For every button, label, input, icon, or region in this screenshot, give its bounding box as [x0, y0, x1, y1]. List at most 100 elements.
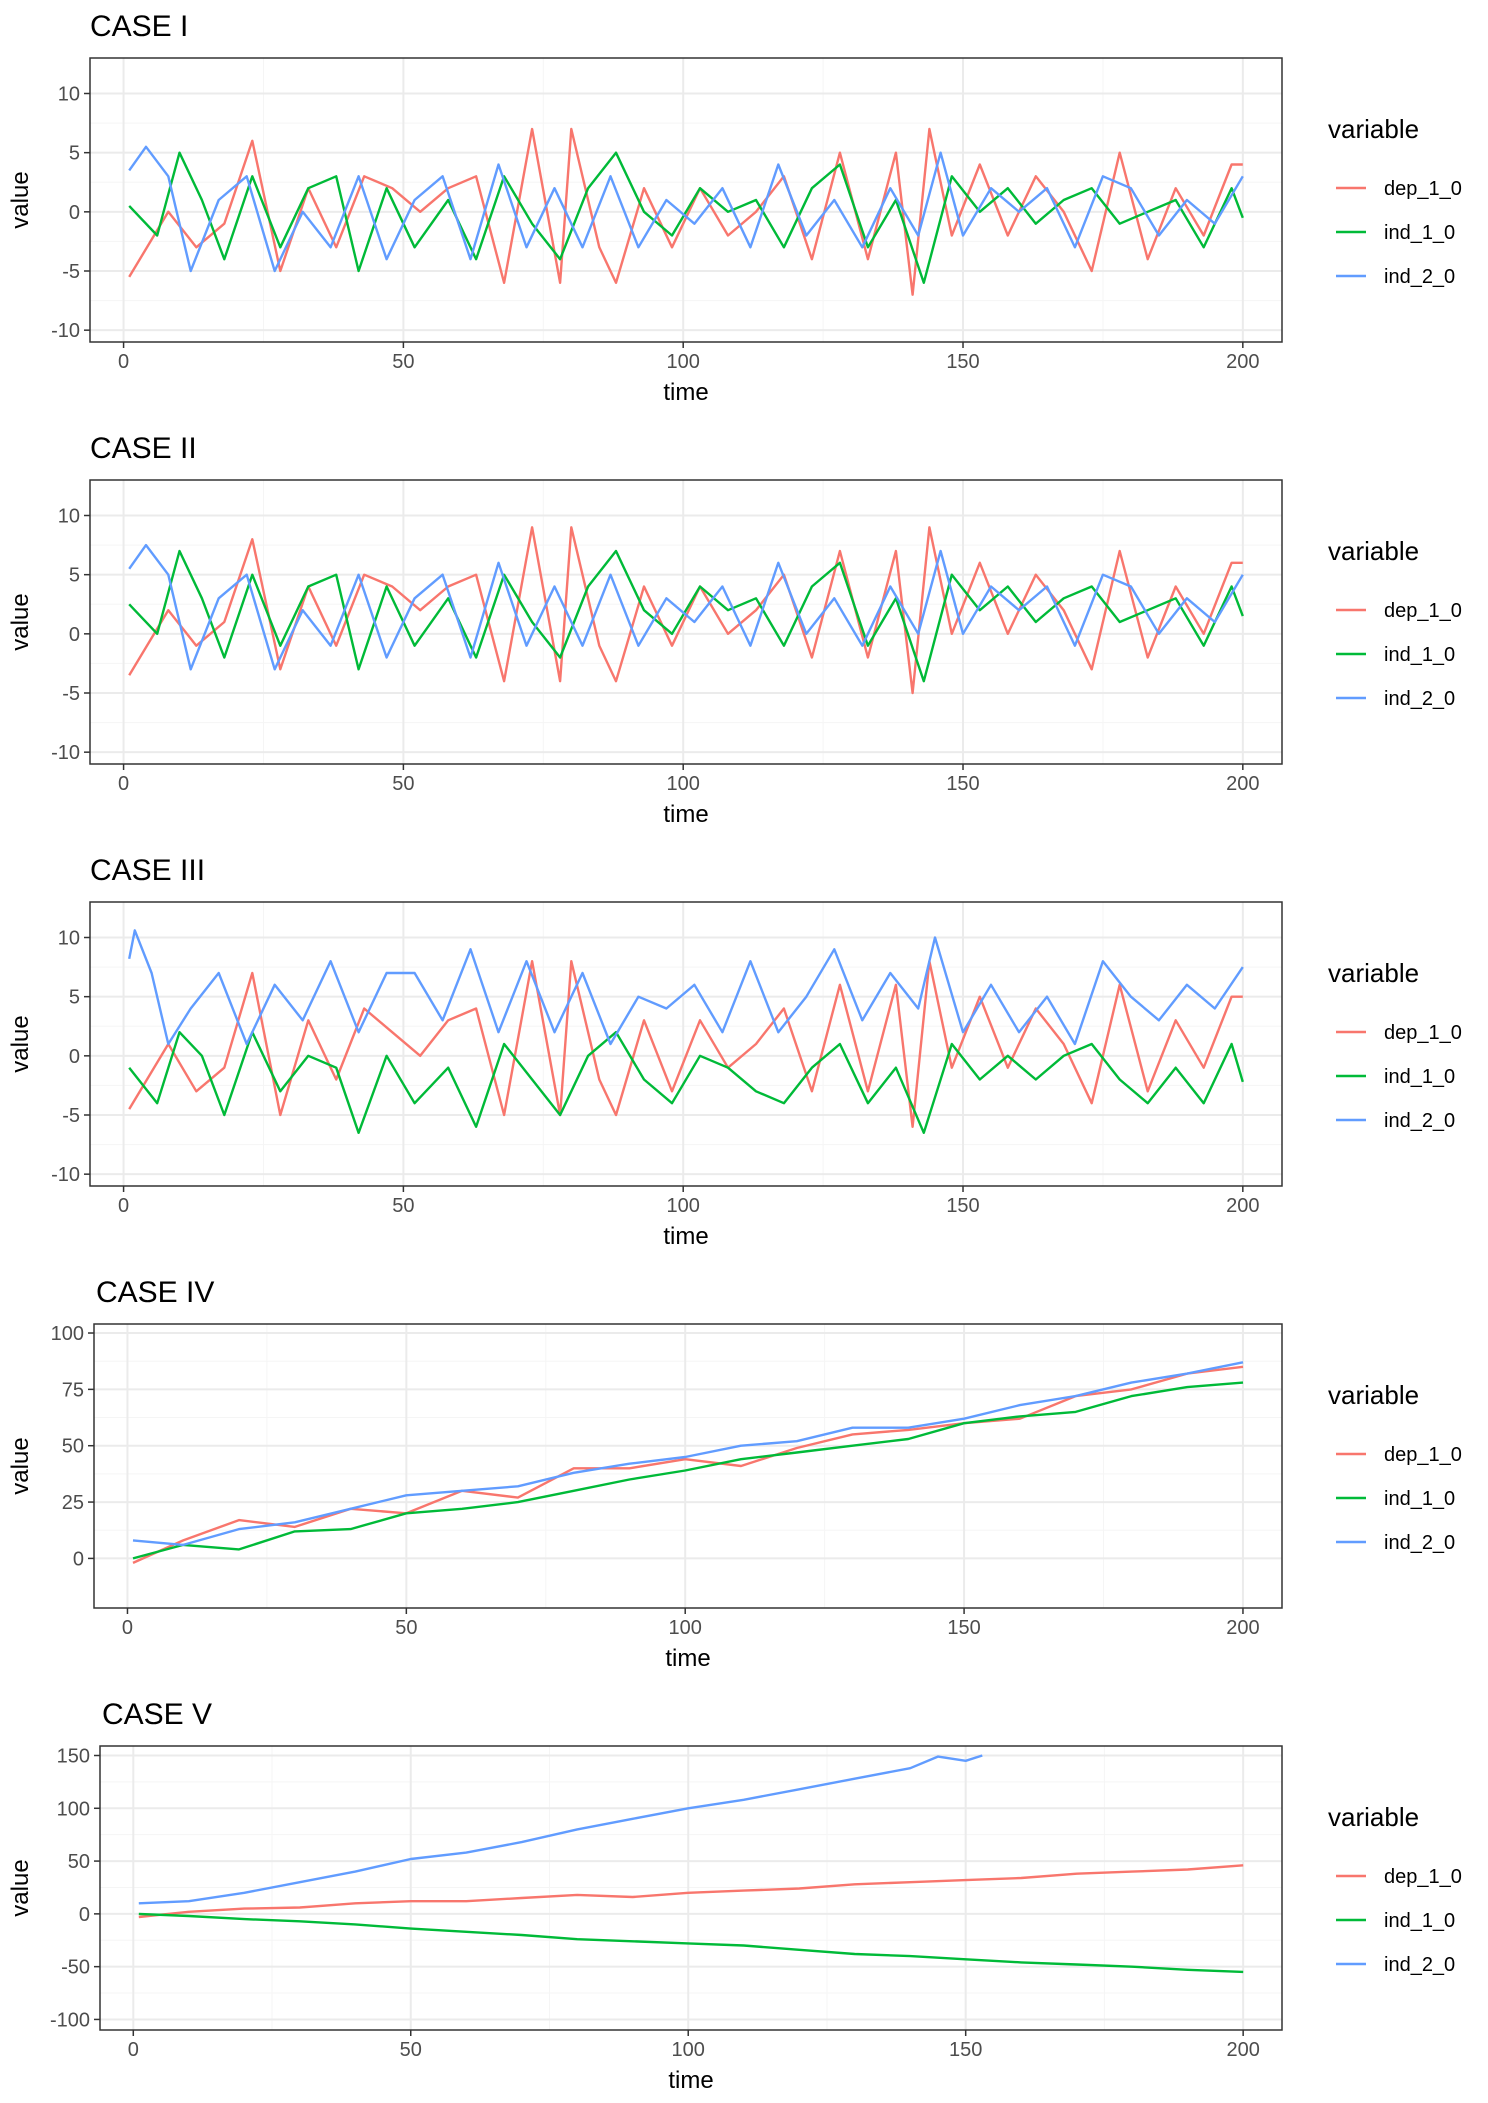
panel-border	[93, 1323, 1283, 1609]
y-tick-label: 5	[69, 987, 80, 1009]
y-tick-label: 100	[57, 1798, 90, 1820]
chart-panel-3: 0 50 100 150 200 -10 -5 0 5 10 time value CASE III va…	[7, 854, 1462, 1250]
x-tick-label: 150	[947, 1617, 980, 1639]
panel-border	[89, 57, 1283, 343]
x-tick-label: 200	[1226, 2039, 1259, 2061]
y-tick-label: -5	[62, 1105, 80, 1127]
y-tick-label: 10	[58, 506, 80, 528]
x-tick-label: 50	[392, 1195, 414, 1217]
panel-border	[89, 479, 1283, 765]
plot-panel	[90, 902, 1282, 1186]
x-tick-label: 0	[118, 1195, 129, 1217]
legend-label-dep_1_0: dep_1_0	[1384, 600, 1462, 622]
x-tick-label: 150	[949, 2039, 982, 2061]
x-tick-label: 0	[118, 351, 129, 373]
series-line-ind_1_0	[128, 549, 1244, 683]
y-tick-label: -100	[50, 2009, 90, 2031]
legend-title: variable	[1328, 958, 1419, 988]
y-tick-label: 0	[69, 202, 80, 224]
chart-panel-2: 0 50 100 150 200 -10 -5 0 5 10 time value CASE II var…	[7, 432, 1462, 828]
y-tick-label: 50	[62, 1436, 84, 1458]
y-tick-label: -10	[51, 320, 80, 342]
y-tick-label: 5	[69, 143, 80, 165]
y-tick-label: -10	[51, 1164, 80, 1186]
legend-title: variable	[1328, 1380, 1419, 1410]
x-tick-label: 50	[392, 351, 414, 373]
x-tick-label: 100	[672, 2039, 705, 2061]
chart-title: CASE IV	[96, 1276, 214, 1309]
y-tick-label: 5	[69, 565, 80, 587]
legend-label-ind_2_0: ind_2_0	[1384, 1110, 1455, 1132]
legend-label-ind_2_0: ind_2_0	[1384, 1532, 1455, 1554]
chart-title: CASE V	[102, 1698, 212, 1731]
plot-panel	[90, 58, 1282, 342]
x-tick-label: 200	[1226, 773, 1259, 795]
x-tick-label: 50	[400, 2039, 422, 2061]
chart-title: CASE I	[90, 10, 188, 43]
x-tick-label: 100	[667, 1195, 700, 1217]
legend-title: variable	[1328, 536, 1419, 566]
legend: variable dep_1_0 ind_1_0 ind_2_0	[1328, 1802, 1462, 1976]
x-tick-label: 150	[946, 773, 979, 795]
legend-label-ind_1_0: ind_1_0	[1384, 644, 1455, 666]
x-tick-label: 100	[667, 773, 700, 795]
legend-title: variable	[1328, 114, 1419, 144]
series-line-dep_1_0	[138, 1864, 1244, 1919]
y-axis-label: value	[7, 171, 34, 228]
x-tick-label: 150	[946, 351, 979, 373]
x-tick-label: 200	[1226, 1195, 1259, 1217]
x-tick-label: 50	[392, 773, 414, 795]
y-tick-label: -5	[62, 261, 80, 283]
legend-label-ind_1_0: ind_1_0	[1384, 1910, 1455, 1932]
legend-label-dep_1_0: dep_1_0	[1384, 1022, 1462, 1044]
chart-title: CASE II	[90, 432, 197, 465]
y-tick-label: 10	[58, 928, 80, 950]
plot-panel	[94, 1324, 1282, 1608]
x-axis-label: time	[663, 1223, 708, 1250]
x-axis-label: time	[663, 379, 708, 406]
series-line-ind_1_0	[128, 1030, 1244, 1135]
x-axis-label: time	[665, 1645, 710, 1672]
y-tick-label: -5	[62, 683, 80, 705]
chart-panel-5: 0 50 100 150 200 -100 -50 0 50 100 150 time value CAS…	[7, 1698, 1462, 2094]
x-tick-label: 200	[1226, 351, 1259, 373]
series-line-ind_2_0	[132, 1361, 1244, 1547]
x-tick-label: 200	[1226, 1617, 1259, 1639]
y-axis-label: value	[7, 1015, 34, 1072]
legend: variable dep_1_0 ind_1_0 ind_2_0	[1328, 1380, 1462, 1554]
series-line-ind_1_0	[128, 151, 1244, 284]
y-axis-label: value	[7, 1859, 34, 1916]
series-line-dep_1_0	[128, 960, 1243, 1129]
legend-label-dep_1_0: dep_1_0	[1384, 1444, 1462, 1466]
legend-title: variable	[1328, 1802, 1419, 1832]
legend-label-ind_1_0: ind_1_0	[1384, 1488, 1455, 1510]
x-tick-label: 150	[946, 1195, 979, 1217]
chart-panel-1: 0 50 100 150 200 -10 -5 0 5 10 time value CASE I vari…	[7, 10, 1462, 406]
panel-border	[99, 1745, 1283, 2031]
series-line-ind_2_0	[128, 543, 1244, 671]
legend-label-ind_1_0: ind_1_0	[1384, 1066, 1455, 1088]
y-tick-label: 50	[68, 1851, 90, 1873]
chart-panel-4: 0 50 100 150 200 0 25 50 75 100 time value CASE IV va…	[7, 1276, 1462, 1672]
series-line-ind_2_0	[128, 145, 1244, 273]
x-tick-label: 0	[128, 2039, 139, 2061]
legend-label-ind_1_0: ind_1_0	[1384, 222, 1455, 244]
plot-panel	[100, 1746, 1282, 2030]
y-tick-label: -10	[51, 742, 80, 764]
legend-label-dep_1_0: dep_1_0	[1384, 178, 1462, 200]
legend: variable dep_1_0 ind_1_0 ind_2_0	[1328, 958, 1462, 1132]
series-line-ind_2_0	[128, 929, 1244, 1046]
x-tick-label: 0	[118, 773, 129, 795]
y-tick-label: 10	[58, 84, 80, 106]
y-tick-label: 0	[73, 1548, 84, 1570]
legend: variable dep_1_0 ind_1_0 ind_2_0	[1328, 536, 1462, 710]
legend: variable dep_1_0 ind_1_0 ind_2_0	[1328, 114, 1462, 288]
y-tick-label: 150	[57, 1746, 90, 1768]
y-tick-label: -50	[61, 1957, 90, 1979]
panel-border	[89, 901, 1283, 1187]
x-axis-label: time	[668, 2067, 713, 2094]
series-line-ind_1_0	[132, 1381, 1244, 1560]
y-axis-label: value	[7, 1437, 34, 1494]
y-tick-label: 100	[51, 1323, 84, 1345]
series-line-ind_1_0	[138, 1912, 1244, 1974]
